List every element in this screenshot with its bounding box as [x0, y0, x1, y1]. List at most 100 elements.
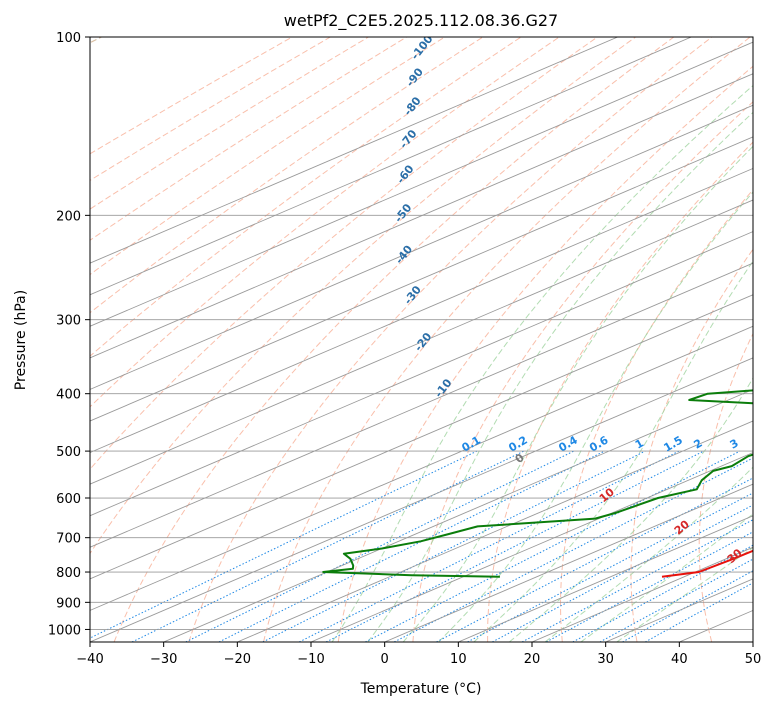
y-tick-label: 900 [56, 596, 81, 611]
mixing-ratio-line [393, 457, 753, 642]
y-tick-label: 100 [56, 31, 81, 46]
x-tick-label: −40 [76, 652, 103, 667]
dry-adiabat-label: -10 [432, 376, 455, 400]
dry-adiabat-label: -40 [393, 243, 416, 267]
y-axis-label: Pressure (hPa) [13, 290, 29, 390]
x-tick-label: 0 [381, 652, 389, 667]
y-tick-label: 700 [56, 532, 81, 547]
moist-adiabat-line [509, 377, 753, 642]
dry-adiabat-line [90, 37, 484, 314]
moist-adiabat-line [331, 84, 753, 642]
dry-adiabat-line [90, 37, 636, 555]
mixing-ratio-label: 1 [633, 437, 646, 452]
mixing-ratio-line [521, 519, 753, 642]
isotherm-line [90, 37, 618, 264]
moist-adiabat-line [473, 260, 753, 642]
mixing-ratio-line [546, 531, 753, 642]
moist-adiabat-label: 30 [725, 546, 745, 566]
y-tick-label: 600 [56, 492, 81, 507]
mixing-ratio-line [325, 450, 705, 642]
dry-adiabat-line [630, 248, 753, 642]
x-tick-label: −10 [297, 652, 324, 667]
mixing-ratio-line [467, 492, 753, 642]
pressure-gridlines [90, 37, 753, 630]
mixing-ratio-label: 3 [728, 437, 741, 452]
isotherm-line [90, 325, 753, 611]
dry-adiabat-line [559, 189, 753, 642]
moist-adiabat-label: 20 [672, 517, 692, 537]
x-tick-label: −20 [224, 652, 251, 667]
y-tick-label: 1000 [48, 623, 81, 638]
isotherm-line [90, 357, 753, 642]
isotherm-line [90, 73, 753, 359]
mixing-ratio-line [262, 450, 646, 642]
mixing-ratio-line [298, 450, 680, 642]
x-tick-label: 50 [745, 652, 762, 667]
mixing-ratio-label: 4 [754, 436, 767, 451]
isotherm-line [90, 41, 753, 327]
mixing-ratio-line [131, 450, 525, 642]
x-tick-label: 30 [597, 652, 614, 667]
moist-adiabat-label: 40 [757, 578, 775, 598]
mixing-ratio-line [185, 450, 575, 642]
isotherm-line [310, 452, 753, 642]
y-tick-label: 400 [56, 388, 81, 403]
x-tick-label: −30 [150, 652, 177, 667]
mixing-ratio-line [218, 450, 605, 642]
dry-adiabat-line [698, 332, 753, 642]
chart-title: wetPf2_C2E5.2025.112.08.36.G27 [284, 11, 558, 31]
mixing-ratio-line [365, 450, 741, 642]
dry-adiabat-label: -60 [394, 162, 417, 186]
mixing-ratio-line [436, 477, 753, 642]
dry-adiabat-line [90, 37, 293, 155]
moist-adiabat-line [544, 466, 753, 642]
dry-adiabat-line [263, 37, 751, 642]
x-axis-label: Temperature (°C) [360, 681, 482, 697]
mixing-ratio-line [622, 570, 753, 642]
dry-adiabat-label: -80 [401, 94, 424, 118]
dry-adiabat-line [113, 37, 675, 642]
dry-adiabat-label: -70 [397, 127, 420, 151]
mixing-ratio-line [90, 450, 478, 639]
x-tick-label: 20 [524, 652, 541, 667]
dry-adiabat-label: -30 [401, 283, 424, 307]
x-tick-label: 10 [450, 652, 467, 667]
dry-adiabat-line [90, 37, 560, 408]
y-tick-label: 500 [56, 445, 81, 460]
temperature-line [661, 549, 753, 578]
dry-adiabat-line [412, 101, 753, 642]
isotherm-line [163, 388, 753, 642]
isotherm-line [237, 420, 753, 642]
isotherm-line [90, 37, 692, 296]
mixing-ratio-label: 2 [691, 437, 704, 452]
dry-adiabat-label: -50 [392, 201, 415, 225]
isotherm-line [752, 641, 753, 642]
isotherm-lines [90, 37, 753, 642]
dry-adiabat-line [337, 65, 753, 642]
x-tick-label: 40 [671, 652, 688, 667]
isotherm-line [90, 262, 753, 548]
dry-adiabat-line [487, 141, 753, 642]
isotherm-line [90, 104, 753, 390]
low-adiabat-line [0, 37, 63, 642]
mixing-ratio-line [492, 504, 753, 642]
plot-frame [89, 36, 754, 643]
dry-adiabat-line [90, 37, 446, 276]
mixing-ratio-line [599, 558, 753, 642]
isotherm-line [458, 515, 753, 642]
isotherm-line [90, 294, 753, 580]
moist-adiabat-line [580, 513, 753, 642]
isotherm-line [90, 167, 753, 454]
y-tick-label: 200 [56, 209, 81, 224]
dry-adiabat-label: -20 [412, 330, 435, 354]
dry-adiabat-line [188, 37, 713, 642]
dewpoint-line [322, 389, 753, 578]
dry-adiabat-label: -90 [403, 65, 426, 89]
moist-adiabat-label: 0 [513, 451, 527, 466]
dry-adiabat-line [90, 37, 369, 210]
moist-adiabat-label: 10 [597, 485, 617, 505]
dry-adiabat-line [90, 37, 522, 357]
background-lines [0, 37, 753, 642]
